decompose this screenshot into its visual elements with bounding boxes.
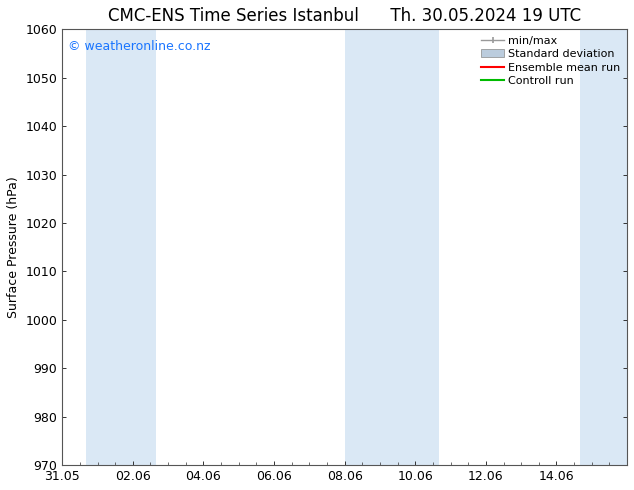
- Text: © weatheronline.co.nz: © weatheronline.co.nz: [68, 40, 210, 53]
- Legend: min/max, Standard deviation, Ensemble mean run, Controll run: min/max, Standard deviation, Ensemble me…: [477, 31, 625, 90]
- Bar: [345, 29, 392, 465]
- Bar: [392, 29, 439, 465]
- Title: CMC-ENS Time Series Istanbul      Th. 30.05.2024 19 UTC: CMC-ENS Time Series Istanbul Th. 30.05.2…: [108, 7, 581, 25]
- Bar: [580, 29, 627, 465]
- Y-axis label: Surface Pressure (hPa): Surface Pressure (hPa): [7, 176, 20, 318]
- Bar: [86, 29, 157, 465]
